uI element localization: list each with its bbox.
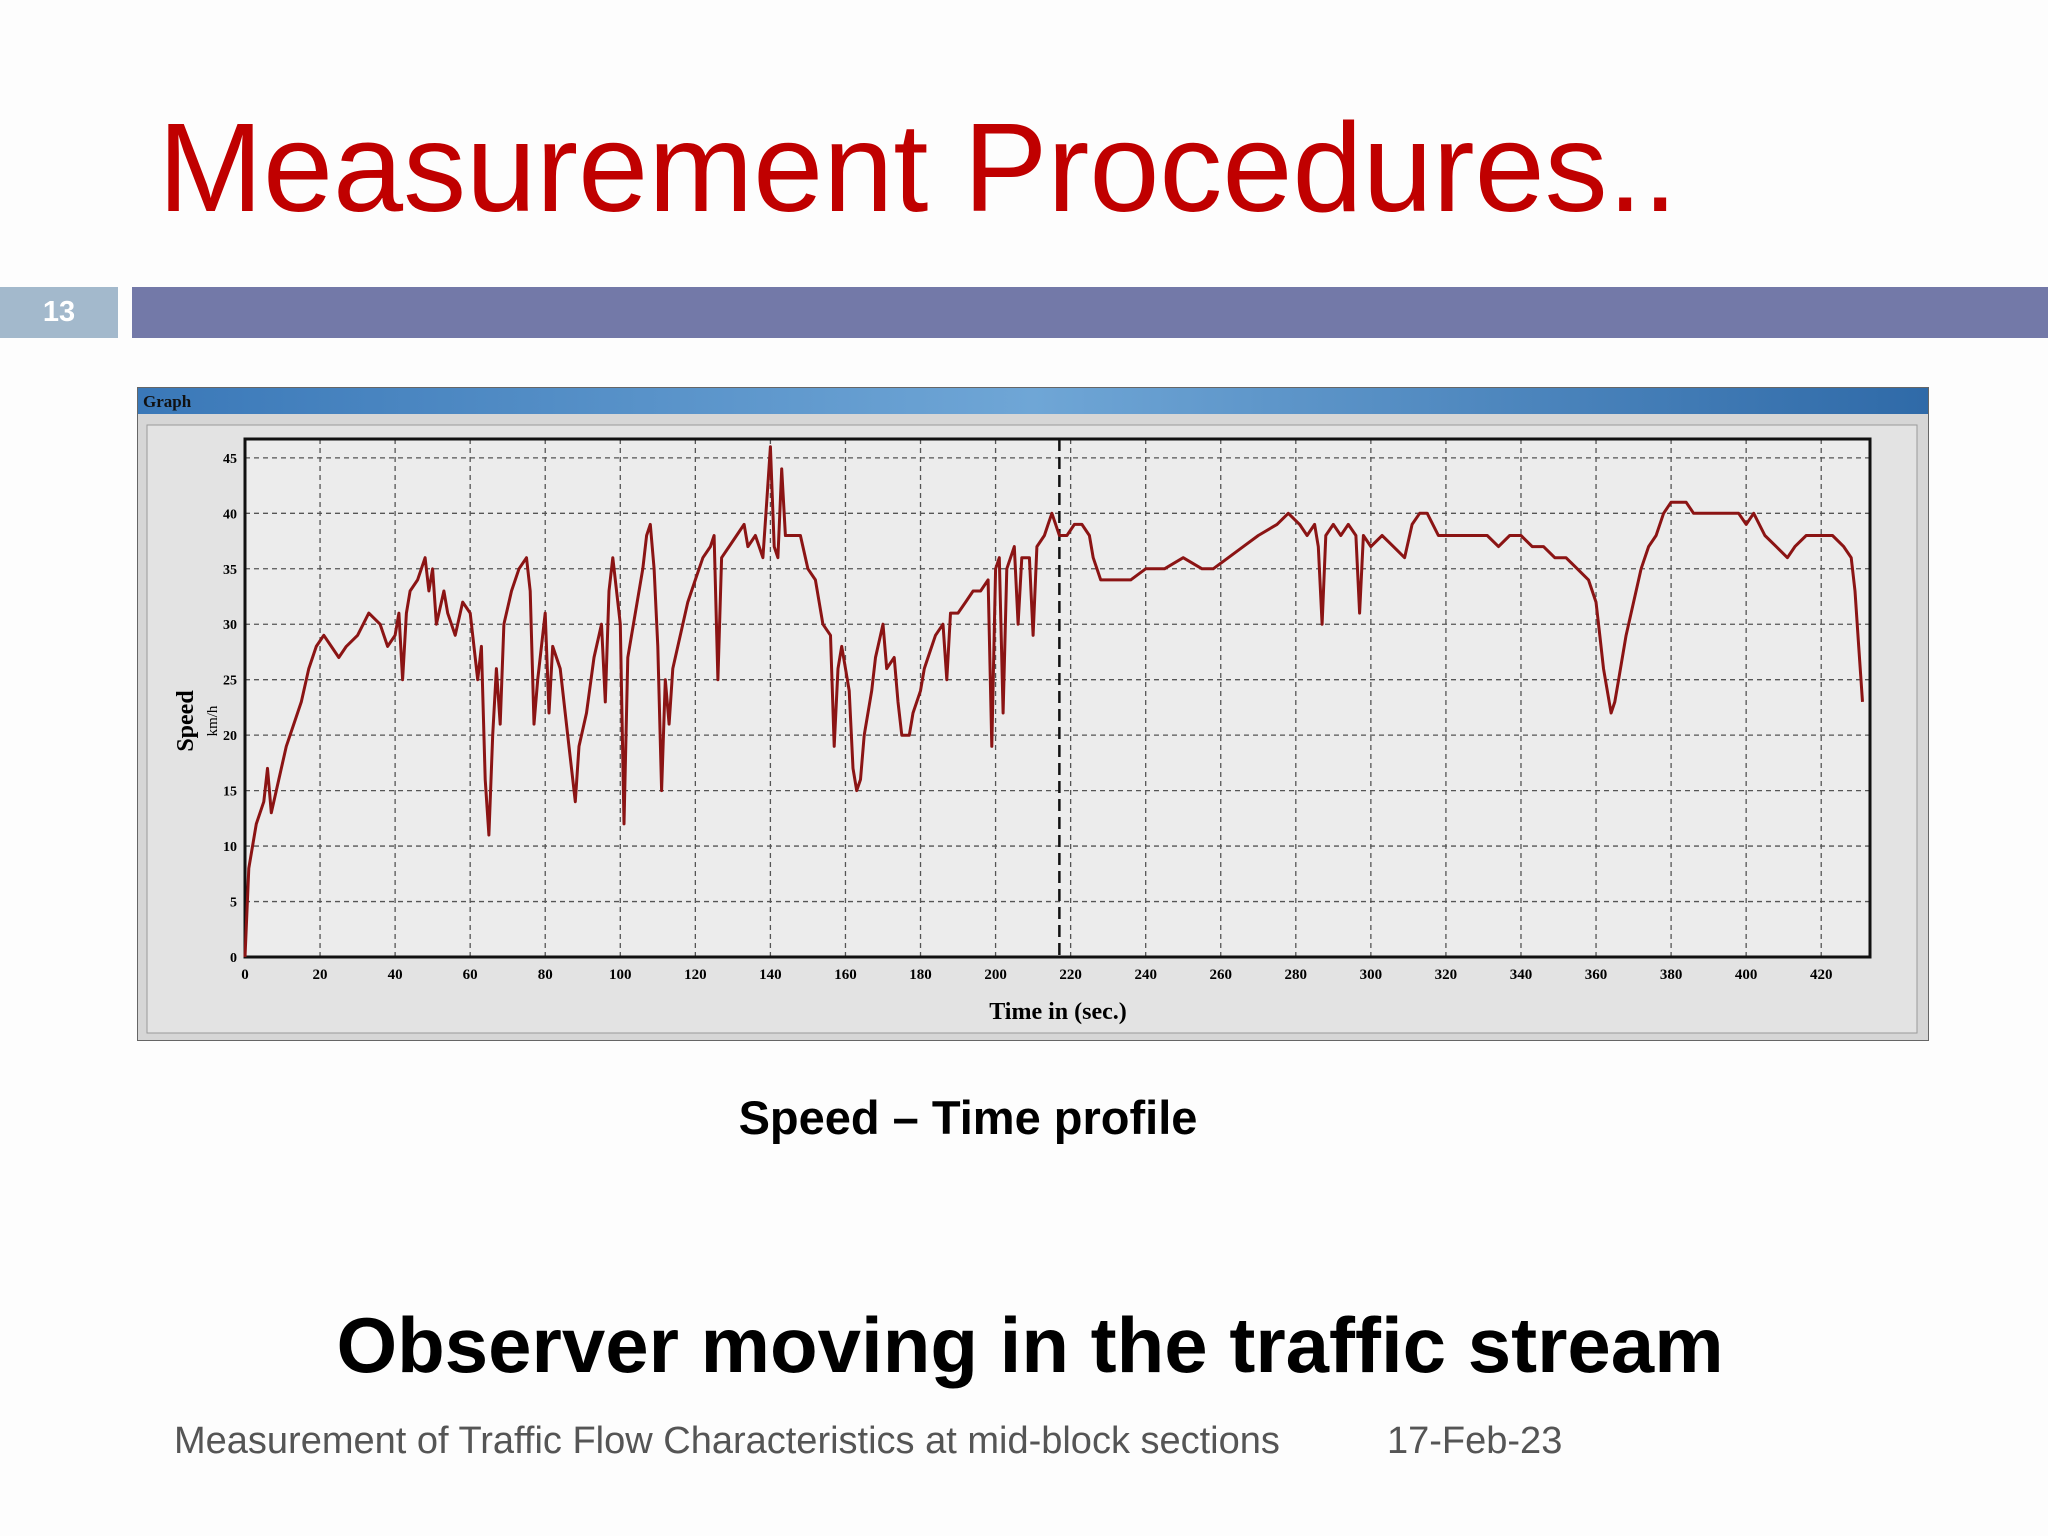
y-tick-label: 30 xyxy=(223,618,237,633)
window-titlebar xyxy=(138,388,1928,414)
x-tick-label: 160 xyxy=(834,967,857,983)
y-tick-label: 35 xyxy=(223,563,237,578)
y-tick-label: 40 xyxy=(223,507,237,522)
x-tick-label: 360 xyxy=(1585,967,1608,983)
y-axis-label: Speed xyxy=(173,690,199,752)
window-title: Graph xyxy=(143,392,192,411)
plot-border xyxy=(243,437,1872,959)
y-tick-label: 15 xyxy=(223,785,237,800)
chart-caption: Speed – Time profile xyxy=(738,1091,1198,1144)
y-tick-label: 45 xyxy=(223,452,237,467)
y-tick-label: 20 xyxy=(223,729,237,744)
x-tick-label: 80 xyxy=(538,967,553,983)
x-tick-label: 400 xyxy=(1735,967,1758,983)
chart-window: Graph Speed km/h Time in (sec.) 0 5 10 15 20… xyxy=(137,387,1929,1041)
x-tick-label: 20 xyxy=(313,967,328,983)
x-tick-label: 340 xyxy=(1510,967,1533,983)
slide-number: 13 xyxy=(0,287,118,338)
x-tick-label: 180 xyxy=(909,967,932,983)
x-tick-label: 260 xyxy=(1210,967,1233,983)
x-tick-label: 240 xyxy=(1134,967,1157,983)
x-tick-label: 320 xyxy=(1435,967,1458,983)
x-axis-label: Time in (sec.) xyxy=(989,999,1127,1025)
y-tick-label: 25 xyxy=(223,674,237,689)
x-tick-label: 100 xyxy=(609,967,632,983)
x-tick-label: 120 xyxy=(684,967,707,983)
y-tick-label: 10 xyxy=(223,840,237,855)
x-tick-label: 300 xyxy=(1360,967,1383,983)
x-tick-label: 200 xyxy=(984,967,1007,983)
x-tick-label: 60 xyxy=(463,967,478,983)
date: 17-Feb-23 xyxy=(1387,1420,1563,1462)
x-tick-label: 0 xyxy=(241,967,249,983)
x-tick-label: 380 xyxy=(1660,967,1683,983)
speed-line xyxy=(243,445,1864,958)
x-tick-label: 140 xyxy=(759,967,782,983)
x-tick-label: 220 xyxy=(1059,967,1082,983)
slide-title: Measurement Procedures.. xyxy=(158,97,1678,238)
x-tick-label: 420 xyxy=(1810,967,1833,983)
plot-area xyxy=(245,439,1870,957)
y-axis-unit: km/h xyxy=(205,705,221,736)
y-tick-label: 0 xyxy=(230,951,237,966)
y-tick-label: 5 xyxy=(230,896,237,911)
x-tick-label: 40 xyxy=(388,967,403,983)
header-bar xyxy=(132,287,2048,338)
statement: Observer moving in the traffic stream xyxy=(336,1301,1724,1389)
x-tick-label: 280 xyxy=(1285,967,1308,983)
footer: Measurement of Traffic Flow Characterist… xyxy=(174,1420,1280,1462)
